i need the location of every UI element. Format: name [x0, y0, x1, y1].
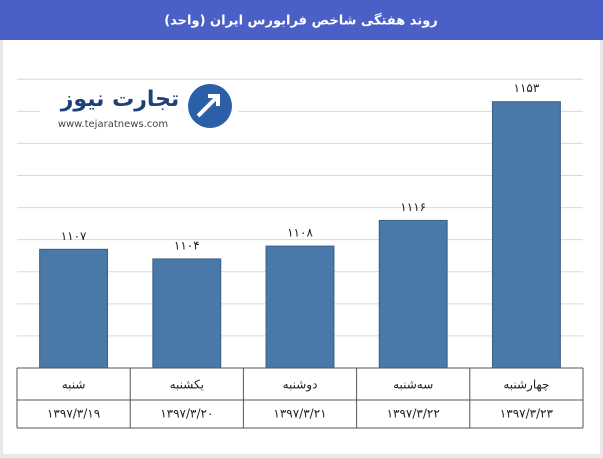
- bar: [152, 258, 222, 369]
- value-label: ۱۱۰۴: [174, 238, 200, 252]
- header: [0, 0, 603, 40]
- logo: تجارت نیوز www.tejaratnews.com: [40, 80, 238, 132]
- x-tick-date: ۱۳۹۷/۳/۲۰: [160, 407, 213, 421]
- x-tick-date: ۱۳۹۷/۳/۲۲: [387, 407, 440, 421]
- x-tick-date: ۱۳۹۷/۳/۲۱: [273, 407, 326, 421]
- logo-box: [40, 80, 238, 132]
- x-tick-label: شنبه: [62, 378, 86, 392]
- x-tick-date: ۱۳۹۷/۳/۲۳: [500, 407, 554, 421]
- logo-name: تجارت نیوز: [60, 87, 180, 112]
- chart-title: روند هفتگی شاخص فرابورس ایران (واحد): [164, 13, 438, 29]
- logo-url: www.tejaratnews.com: [58, 119, 168, 130]
- logo-arrow: [196, 94, 220, 118]
- x-tick-date: ۱۳۹۷/۳/۱۹: [47, 407, 100, 421]
- x-tick-label: سه‌شنبه: [393, 378, 433, 392]
- value-label: ۱۱۱۶: [400, 200, 426, 214]
- bar: [378, 219, 448, 369]
- bar: [265, 245, 335, 369]
- x-tick-label: دوشنبه: [283, 378, 318, 393]
- bar: [39, 248, 109, 369]
- value-label: ۱۱۰۸: [287, 226, 313, 240]
- x-tick-label: چهارشنبه: [503, 378, 549, 393]
- x-tick-label: یکشنبه: [170, 378, 204, 392]
- value-label: ۱۱۵۳: [514, 81, 540, 95]
- bar: [491, 101, 561, 369]
- value-label: ۱۱۰۷: [61, 229, 87, 243]
